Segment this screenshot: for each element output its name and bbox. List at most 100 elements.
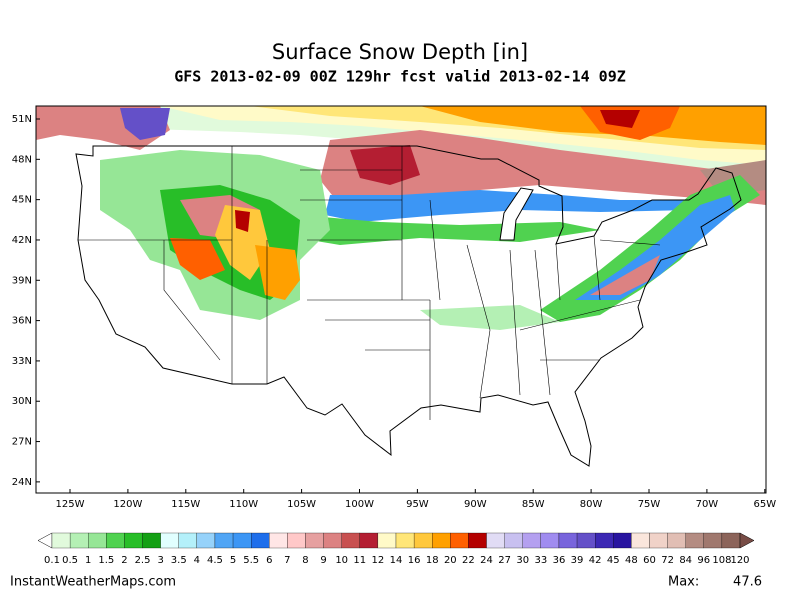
colorbar-label: 48 bbox=[625, 555, 638, 566]
lat-label: 36N bbox=[12, 316, 32, 327]
colorbar-swatch bbox=[88, 532, 107, 549]
snow-area bbox=[575, 195, 735, 300]
colorbar-swatch bbox=[69, 532, 89, 549]
snow-area bbox=[255, 245, 300, 300]
colorbar-swatch bbox=[142, 532, 161, 549]
colorbar-swatch bbox=[613, 532, 632, 549]
colorbar-label: 120 bbox=[730, 555, 749, 566]
colorbar-label: 4.5 bbox=[207, 555, 223, 566]
colorbar-label: 42 bbox=[589, 555, 602, 566]
colorbar-swatch bbox=[395, 532, 415, 549]
colorbar-label: 16 bbox=[408, 555, 421, 566]
colorbar-label: 10 bbox=[335, 555, 348, 566]
colorbar-swatch bbox=[558, 532, 578, 549]
site-credit: InstantWeatherMaps.com bbox=[10, 575, 176, 590]
colorbar-label: 8 bbox=[302, 555, 308, 566]
lat-label: 45N bbox=[12, 195, 32, 206]
lon-label: 120W bbox=[113, 499, 142, 510]
colorbar-label: 18 bbox=[426, 555, 439, 566]
colorbar-swatch bbox=[251, 532, 270, 549]
colorbar-swatch bbox=[504, 532, 523, 549]
colorbar-label: 30 bbox=[516, 555, 529, 566]
colorbar-swatch bbox=[432, 532, 451, 549]
colorbar-swatch bbox=[649, 532, 668, 549]
colorbar-swatch bbox=[178, 532, 197, 549]
snow-area bbox=[420, 305, 560, 330]
lat-label: 30N bbox=[12, 396, 32, 407]
colorbar-swatch bbox=[305, 532, 324, 549]
lon-label: 125W bbox=[56, 499, 85, 510]
colorbar-swatch bbox=[341, 532, 360, 549]
lat-label: 48N bbox=[12, 154, 32, 165]
us-outline bbox=[75, 145, 742, 467]
colorbar-label: 96 bbox=[697, 555, 710, 566]
colorbar-swatch bbox=[721, 532, 741, 549]
lon-label: 80W bbox=[580, 499, 603, 510]
colorbar-label: 11 bbox=[353, 555, 366, 566]
colorbar-label: 108 bbox=[712, 555, 731, 566]
colorbar-swatch bbox=[377, 532, 397, 549]
colorbar-swatch bbox=[287, 532, 306, 549]
colorbar-swatch bbox=[685, 532, 704, 549]
colorbar-over bbox=[739, 532, 755, 549]
colorbar-swatch bbox=[522, 532, 541, 549]
colorbar-swatch bbox=[232, 532, 252, 549]
colorbar-swatch bbox=[468, 532, 487, 549]
colorbar-label: 5 bbox=[230, 555, 236, 566]
colorbar-label: 45 bbox=[607, 555, 620, 566]
colorbar-label: 20 bbox=[444, 555, 457, 566]
colorbar-swatch bbox=[576, 532, 596, 549]
lon-label: 95W bbox=[406, 499, 429, 510]
colorbar-label: 84 bbox=[679, 555, 692, 566]
max-label: Max: bbox=[668, 575, 699, 590]
colorbar-label: 1.5 bbox=[98, 555, 114, 566]
colorbar-label: 33 bbox=[534, 555, 547, 566]
colorbar-swatch bbox=[269, 532, 288, 549]
lon-label: 75W bbox=[638, 499, 661, 510]
snow-area bbox=[420, 106, 766, 145]
snow-area bbox=[325, 190, 690, 222]
snow-area bbox=[120, 108, 170, 140]
colorbar-swatch bbox=[214, 532, 234, 549]
snow-area bbox=[170, 238, 225, 280]
snow-area bbox=[215, 205, 270, 280]
colorbar-label: 39 bbox=[571, 555, 584, 566]
colorbar-label: 5.5 bbox=[243, 555, 259, 566]
lon-label: 115W bbox=[171, 499, 200, 510]
snow-area bbox=[590, 255, 660, 295]
lon-label: 65W bbox=[753, 499, 776, 510]
snow-area bbox=[320, 130, 766, 210]
colorbar-label: 2.5 bbox=[135, 555, 151, 566]
snow-area bbox=[300, 215, 600, 245]
map-area bbox=[35, 105, 767, 494]
colorbar-swatch bbox=[595, 532, 614, 549]
lake-michigan bbox=[499, 187, 534, 241]
colorbar-label: 36 bbox=[553, 555, 566, 566]
lat-label: 27N bbox=[12, 437, 32, 448]
subtitle: GFS 2013-02-09 00Z 129hr fcst valid 2013… bbox=[174, 68, 626, 86]
colorbar-swatch bbox=[413, 532, 433, 549]
colorbar-swatch bbox=[450, 532, 469, 549]
snow-area bbox=[235, 210, 250, 232]
colorbar-swatch bbox=[667, 532, 686, 549]
colorbar-label: 7 bbox=[284, 555, 290, 566]
lat-label: 33N bbox=[12, 356, 32, 367]
colorbar-swatch bbox=[359, 532, 379, 549]
snow-area bbox=[600, 110, 640, 128]
lon-label: 70W bbox=[696, 499, 719, 510]
colorbar-label: 24 bbox=[480, 555, 493, 566]
lat-label: 39N bbox=[12, 275, 32, 286]
colorbar-label: 6 bbox=[266, 555, 272, 566]
colorbar-label: 27 bbox=[498, 555, 511, 566]
colorbar-label: 14 bbox=[390, 555, 403, 566]
colorbar-label: 2 bbox=[121, 555, 127, 566]
lat-label: 51N bbox=[12, 114, 32, 125]
colorbar-swatch bbox=[106, 532, 125, 549]
lon-label: 110W bbox=[229, 499, 258, 510]
colorbar-label: 0.1 bbox=[44, 555, 60, 566]
max-value: 47.6 bbox=[733, 575, 762, 590]
colorbar-label: 22 bbox=[462, 555, 475, 566]
colorbar-swatch bbox=[51, 532, 71, 549]
